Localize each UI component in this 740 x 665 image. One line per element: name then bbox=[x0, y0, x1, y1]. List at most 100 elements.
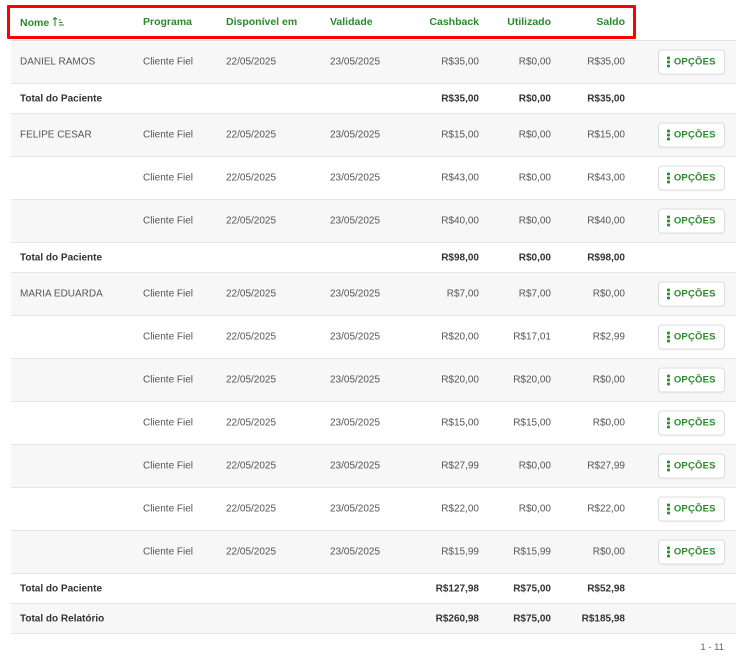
used-cell: R$0,00 bbox=[518, 460, 551, 472]
used-cell: R$15,00 bbox=[513, 417, 551, 429]
used-cell: R$0,00 bbox=[518, 56, 551, 68]
total-label: Total do Paciente bbox=[20, 583, 103, 594]
total-cashback: R$98,00 bbox=[441, 252, 479, 263]
total-balance: R$98,00 bbox=[587, 252, 625, 263]
table-row: MARIA EDUARDA Cliente Fiel 22/05/2025 23/05… bbox=[11, 273, 736, 316]
validity-date-cell: 23/05/2025 bbox=[330, 503, 381, 515]
validity-date-cell: 23/05/2025 bbox=[330, 215, 381, 227]
program-cell: Cliente Fiel bbox=[143, 460, 194, 472]
options-label: OPÇÕES bbox=[673, 129, 716, 141]
total-balance: R$185,98 bbox=[581, 613, 625, 624]
available-date-cell: 22/05/2025 bbox=[226, 56, 277, 68]
options-button[interactable]: OPÇÕES bbox=[658, 324, 725, 350]
report-total-row: Total do Relatório R$260,98 R$75,00 R$185,9… bbox=[11, 604, 736, 634]
used-cell: R$0,00 bbox=[518, 129, 551, 141]
options-button[interactable]: OPÇÕES bbox=[658, 539, 725, 565]
column-header-program[interactable]: Programa bbox=[143, 16, 193, 28]
table-body: DANIEL RAMOS Cliente Fiel 22/05/2025 23/05/… bbox=[11, 40, 736, 634]
used-cell: R$20,00 bbox=[513, 374, 551, 386]
validity-date-cell: 23/05/2025 bbox=[330, 56, 381, 68]
validity-date-cell: 23/05/2025 bbox=[330, 331, 381, 343]
total-used: R$0,00 bbox=[518, 252, 551, 263]
available-date-cell: 22/05/2025 bbox=[226, 417, 277, 429]
available-date-cell: 22/05/2025 bbox=[226, 331, 277, 343]
balance-cell: R$40,00 bbox=[587, 215, 625, 227]
cashback-cell: R$15,99 bbox=[441, 546, 479, 558]
validity-date-cell: 23/05/2025 bbox=[330, 288, 381, 300]
vertical-dots-icon bbox=[667, 417, 670, 429]
options-label: OPÇÕES bbox=[673, 374, 716, 386]
column-header-balance[interactable]: Saldo bbox=[596, 16, 625, 28]
total-cashback: R$35,00 bbox=[441, 93, 479, 104]
column-header-used[interactable]: Utilizado bbox=[507, 16, 551, 28]
table-row: Cliente Fiel 22/05/2025 23/05/2025 R$15,00 R… bbox=[11, 402, 736, 445]
options-button[interactable]: OPÇÕES bbox=[658, 410, 725, 436]
cashback-cell: R$40,00 bbox=[441, 215, 479, 227]
cashback-cell: R$27,99 bbox=[441, 460, 479, 472]
total-used: R$75,00 bbox=[513, 613, 551, 624]
used-cell: R$0,00 bbox=[518, 172, 551, 184]
total-cashback: R$260,98 bbox=[435, 613, 479, 624]
column-header-available[interactable]: Disponível em bbox=[226, 16, 298, 28]
validity-date-cell: 23/05/2025 bbox=[330, 460, 381, 472]
validity-date-cell: 23/05/2025 bbox=[330, 172, 381, 184]
validity-date-cell: 23/05/2025 bbox=[330, 129, 381, 141]
available-date-cell: 22/05/2025 bbox=[226, 460, 277, 472]
program-cell: Cliente Fiel bbox=[143, 215, 194, 227]
cashback-cell: R$20,00 bbox=[441, 374, 479, 386]
options-button[interactable]: OPÇÕES bbox=[658, 122, 725, 148]
options-label: OPÇÕES bbox=[673, 460, 716, 472]
table-row: Cliente Fiel 22/05/2025 23/05/2025 R$40,00 R… bbox=[11, 200, 736, 243]
table-header: Nome Programa Disponível em Validade Cas… bbox=[7, 5, 736, 39]
total-balance: R$35,00 bbox=[587, 93, 625, 104]
options-button[interactable]: OPÇÕES bbox=[658, 453, 725, 479]
options-label: OPÇÕES bbox=[673, 56, 716, 68]
patient-name: FELIPE CESAR bbox=[20, 129, 92, 141]
total-cashback: R$127,98 bbox=[435, 583, 479, 594]
available-date-cell: 22/05/2025 bbox=[226, 288, 277, 300]
cashback-cell: R$20,00 bbox=[441, 331, 479, 343]
cashback-cell: R$15,00 bbox=[441, 417, 479, 429]
balance-cell: R$27,99 bbox=[587, 460, 625, 472]
sort-ascending-icon[interactable] bbox=[52, 16, 65, 30]
program-cell: Cliente Fiel bbox=[143, 331, 194, 343]
options-button[interactable]: OPÇÕES bbox=[658, 496, 725, 522]
options-label: OPÇÕES bbox=[673, 215, 716, 227]
vertical-dots-icon bbox=[667, 331, 670, 343]
cashback-report-table: Nome Programa Disponível em Validade Cas… bbox=[7, 5, 736, 634]
options-label: OPÇÕES bbox=[673, 503, 716, 515]
vertical-dots-icon bbox=[667, 129, 670, 141]
vertical-dots-icon bbox=[667, 460, 670, 472]
vertical-dots-icon bbox=[667, 56, 670, 68]
total-used: R$0,00 bbox=[518, 93, 551, 104]
vertical-dots-icon bbox=[667, 374, 670, 386]
options-button[interactable]: OPÇÕES bbox=[658, 49, 725, 75]
balance-cell: R$2,99 bbox=[592, 331, 625, 343]
used-cell: R$15,99 bbox=[513, 546, 551, 558]
options-label: OPÇÕES bbox=[673, 417, 716, 429]
pagination-range: 1 - 11 bbox=[700, 642, 724, 653]
used-cell: R$0,00 bbox=[518, 215, 551, 227]
program-cell: Cliente Fiel bbox=[143, 374, 194, 386]
options-button[interactable]: OPÇÕES bbox=[658, 208, 725, 234]
table-row: DANIEL RAMOS Cliente Fiel 22/05/2025 23/05/… bbox=[11, 41, 736, 84]
available-date-cell: 22/05/2025 bbox=[226, 546, 277, 558]
options-button[interactable]: OPÇÕES bbox=[658, 165, 725, 191]
program-cell: Cliente Fiel bbox=[143, 129, 194, 141]
program-cell: Cliente Fiel bbox=[143, 417, 194, 429]
total-label: Total do Relatório bbox=[20, 613, 105, 624]
column-header-cashback[interactable]: Cashback bbox=[429, 16, 479, 28]
options-button[interactable]: OPÇÕES bbox=[658, 281, 725, 307]
cashback-cell: R$7,00 bbox=[446, 288, 479, 300]
total-used: R$75,00 bbox=[513, 583, 551, 594]
used-cell: R$7,00 bbox=[518, 288, 551, 300]
column-header-validity[interactable]: Validade bbox=[330, 16, 373, 28]
patient-total-row: Total do Paciente R$98,00 R$0,00 R$98,00 bbox=[11, 243, 736, 273]
column-header-name[interactable]: Nome bbox=[20, 16, 65, 30]
available-date-cell: 22/05/2025 bbox=[226, 129, 277, 141]
options-button[interactable]: OPÇÕES bbox=[658, 367, 725, 393]
vertical-dots-icon bbox=[667, 288, 670, 300]
patient-name: MARIA EDUARDA bbox=[20, 288, 103, 300]
available-date-cell: 22/05/2025 bbox=[226, 374, 277, 386]
available-date-cell: 22/05/2025 bbox=[226, 503, 277, 515]
